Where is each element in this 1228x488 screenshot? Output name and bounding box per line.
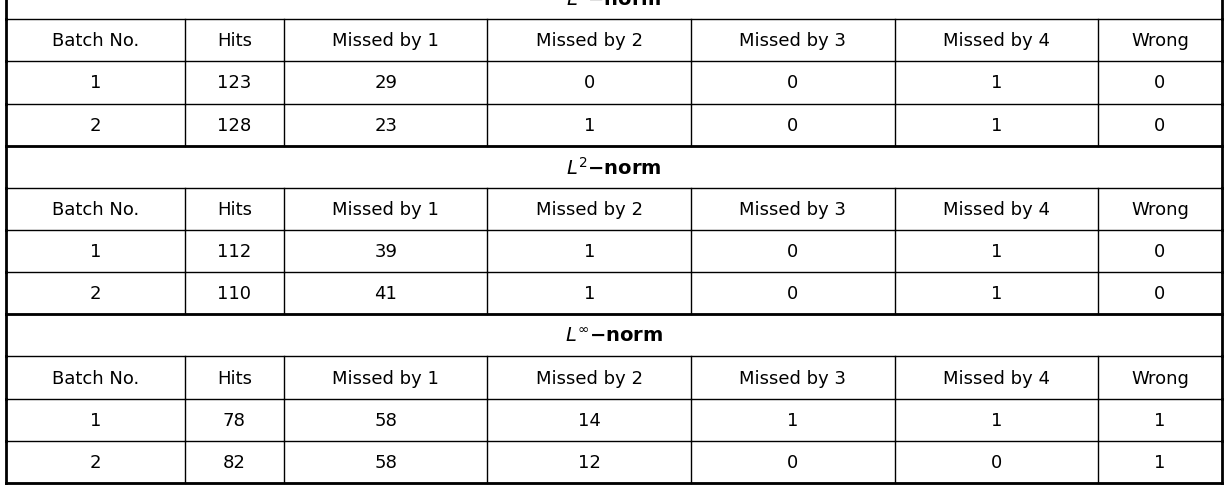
Text: 12: 12 bbox=[578, 453, 600, 471]
Text: 0: 0 bbox=[787, 453, 798, 471]
Text: Missed by 2: Missed by 2 bbox=[535, 32, 642, 50]
Text: 0: 0 bbox=[583, 74, 594, 92]
Text: Missed by 3: Missed by 3 bbox=[739, 32, 846, 50]
Text: 41: 41 bbox=[375, 285, 397, 303]
Text: Missed by 1: Missed by 1 bbox=[333, 369, 440, 387]
Text: 123: 123 bbox=[217, 74, 252, 92]
Text: $L^1$$\mathbf{-norm}$: $L^1$$\mathbf{-norm}$ bbox=[566, 0, 662, 10]
Text: 1: 1 bbox=[991, 74, 1002, 92]
Text: 112: 112 bbox=[217, 243, 252, 261]
Text: 1: 1 bbox=[1154, 453, 1165, 471]
Text: 78: 78 bbox=[223, 411, 246, 429]
Text: Batch No.: Batch No. bbox=[52, 201, 139, 219]
Text: Missed by 1: Missed by 1 bbox=[333, 201, 440, 219]
Text: 0: 0 bbox=[787, 285, 798, 303]
Text: Missed by 1: Missed by 1 bbox=[333, 32, 440, 50]
Text: Missed by 4: Missed by 4 bbox=[943, 369, 1050, 387]
Text: Missed by 3: Missed by 3 bbox=[739, 369, 846, 387]
Text: 1: 1 bbox=[583, 243, 594, 261]
Text: Hits: Hits bbox=[217, 32, 252, 50]
Text: Batch No.: Batch No. bbox=[52, 369, 139, 387]
Text: 0: 0 bbox=[1154, 243, 1165, 261]
Text: Hits: Hits bbox=[217, 369, 252, 387]
Text: Missed by 3: Missed by 3 bbox=[739, 201, 846, 219]
Text: 110: 110 bbox=[217, 285, 252, 303]
Text: 1: 1 bbox=[787, 411, 798, 429]
Text: 1: 1 bbox=[90, 243, 101, 261]
Text: Batch No.: Batch No. bbox=[52, 32, 139, 50]
Text: 82: 82 bbox=[223, 453, 246, 471]
Text: 1: 1 bbox=[90, 411, 101, 429]
Text: 58: 58 bbox=[375, 411, 397, 429]
Text: Wrong: Wrong bbox=[1131, 201, 1189, 219]
Text: $L^2$$\mathbf{-norm}$: $L^2$$\mathbf{-norm}$ bbox=[566, 157, 662, 178]
Text: Wrong: Wrong bbox=[1131, 32, 1189, 50]
Text: 0: 0 bbox=[787, 74, 798, 92]
Text: Missed by 4: Missed by 4 bbox=[943, 201, 1050, 219]
Text: Missed by 2: Missed by 2 bbox=[535, 369, 642, 387]
Text: 1: 1 bbox=[991, 243, 1002, 261]
Text: 1: 1 bbox=[991, 116, 1002, 134]
Text: 0: 0 bbox=[991, 453, 1002, 471]
Text: 0: 0 bbox=[1154, 116, 1165, 134]
Text: 1: 1 bbox=[991, 285, 1002, 303]
Text: 1: 1 bbox=[90, 74, 101, 92]
Text: Wrong: Wrong bbox=[1131, 369, 1189, 387]
Text: Hits: Hits bbox=[217, 201, 252, 219]
Text: 23: 23 bbox=[375, 116, 397, 134]
Text: 2: 2 bbox=[90, 116, 101, 134]
Text: 2: 2 bbox=[90, 285, 101, 303]
Text: 2: 2 bbox=[90, 453, 101, 471]
Text: 1: 1 bbox=[1154, 411, 1165, 429]
Text: 0: 0 bbox=[1154, 74, 1165, 92]
Text: 58: 58 bbox=[375, 453, 397, 471]
Text: 14: 14 bbox=[578, 411, 600, 429]
Text: 1: 1 bbox=[583, 285, 594, 303]
Text: 1: 1 bbox=[991, 411, 1002, 429]
Text: 0: 0 bbox=[787, 116, 798, 134]
Text: 0: 0 bbox=[787, 243, 798, 261]
Text: $L^{\infty}$$\mathbf{-norm}$: $L^{\infty}$$\mathbf{-norm}$ bbox=[565, 326, 663, 345]
Text: Missed by 4: Missed by 4 bbox=[943, 32, 1050, 50]
Text: Missed by 2: Missed by 2 bbox=[535, 201, 642, 219]
Text: 1: 1 bbox=[583, 116, 594, 134]
Text: 0: 0 bbox=[1154, 285, 1165, 303]
Text: 39: 39 bbox=[375, 243, 397, 261]
Text: 29: 29 bbox=[375, 74, 397, 92]
Text: 128: 128 bbox=[217, 116, 252, 134]
